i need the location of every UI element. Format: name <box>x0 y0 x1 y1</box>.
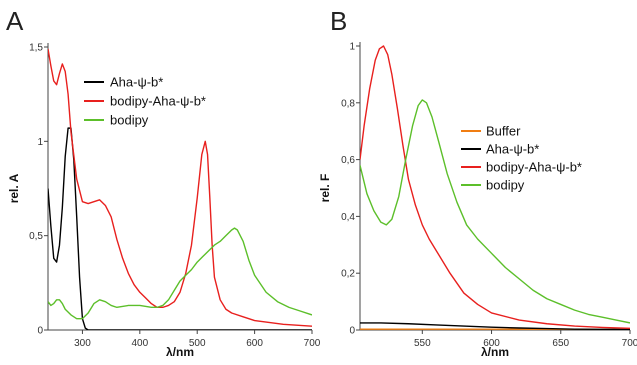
panel-b-y-axis-title: rel. F <box>318 174 332 203</box>
panel-b-x-tick-label: 600 <box>483 338 500 349</box>
panel-letter-a: A <box>6 6 24 36</box>
panel-a-series-line-3 <box>48 227 312 320</box>
panel-b-y-tick-label: 0,2 <box>341 269 355 280</box>
panel-a-x-tick-label: 400 <box>131 338 148 349</box>
panel-b-y-tick-label: 0 <box>349 326 355 337</box>
panel-a-x-tick-label: 700 <box>304 338 321 349</box>
panel-letter-b: B <box>330 6 347 36</box>
panel-a-y-tick-label: 0 <box>37 326 43 337</box>
panel-b-legend-label: bodipy <box>486 178 525 193</box>
panel-a-chart: 0 0,5 1 1,5 300 400 500 600 700 λ/nm rel. A Aha-ψ-b… <box>7 43 321 360</box>
panel-b-y-tick-label: 0,6 <box>341 155 355 166</box>
panel-a-x-tick-label: 600 <box>246 338 263 349</box>
panel-b-x-axis-title: λ/nm <box>481 345 509 359</box>
panel-b-series-line-2 <box>360 322 630 330</box>
panel-b-legend-label: Aha-ψ-b* <box>486 142 539 157</box>
panel-b-y-tick-label: 0,8 <box>341 98 355 109</box>
panel-b-legend: Buffer Aha-ψ-b* bodipy-Aha-ψ-b* bodipy <box>461 124 582 193</box>
panel-b-series-line-3 <box>360 45 630 329</box>
panel-b-legend-label: Buffer <box>486 124 521 139</box>
panel-b-y-tick-label: 0,4 <box>341 212 355 223</box>
panel-a-y-tick-label: 1,5 <box>29 43 43 54</box>
panel-a-legend-label: bodipy-Aha-ψ-b* <box>110 94 206 109</box>
panel-b-x-tick-label: 550 <box>414 338 431 349</box>
panel-a-y-axis-title: rel. A <box>7 173 21 203</box>
panel-b-y-tick-label: 1 <box>349 42 355 53</box>
panel-a-legend-label: bodipy <box>110 113 149 128</box>
panel-a-y-tick-label: 0,5 <box>29 231 43 242</box>
panel-a-y-tick-label: 1 <box>37 137 43 148</box>
panel-a-x-axis-title: λ/nm <box>166 345 194 359</box>
panel-b-chart: 0 0,2 0,4 0,6 0,8 1 550 600 650 700 λ/nm rel. F Buff… <box>318 42 637 360</box>
panel-b-x-tick-label: 650 <box>552 338 569 349</box>
panel-b-legend-label: bodipy-Aha-ψ-b* <box>486 160 582 175</box>
panel-a-legend-label: Aha-ψ-b* <box>110 75 163 90</box>
panel-a-series-line-2 <box>48 48 312 327</box>
panel-b-x-tick-label: 700 <box>622 338 637 349</box>
panel-a-x-tick-label: 300 <box>74 338 91 349</box>
panel-a-legend: Aha-ψ-b* bodipy-Aha-ψ-b* bodipy <box>84 75 206 128</box>
panel-a-x-tick-label: 500 <box>189 338 206 349</box>
panel-b-series-line-4 <box>360 99 630 324</box>
panel-a-series-line-1 <box>48 127 312 330</box>
